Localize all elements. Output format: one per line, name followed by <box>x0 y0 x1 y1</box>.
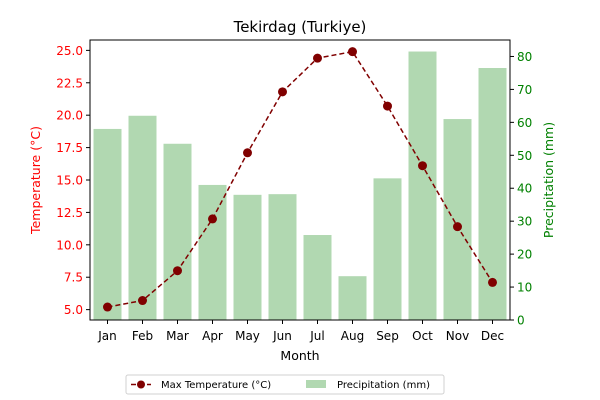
precipitation-bar <box>303 235 332 320</box>
temperature-point <box>418 161 427 171</box>
right-tick-label: 70 <box>517 83 532 97</box>
x-tick-label: Mar <box>166 329 189 343</box>
left-tick-label: 12.5 <box>56 206 83 220</box>
left-axis-label: Temperature (°C) <box>28 126 43 235</box>
right-tick-label: 40 <box>517 182 532 196</box>
x-axis-label: Month <box>280 348 319 363</box>
x-tick-label: Aug <box>341 329 364 343</box>
temperature-point <box>103 302 112 312</box>
right-tick-label: 20 <box>517 248 532 262</box>
temperature-point <box>453 222 462 232</box>
legend-bar-swatch <box>306 380 326 388</box>
temperature-line <box>103 47 497 312</box>
right-tick-label: 10 <box>517 281 532 295</box>
x-tick-label: Feb <box>132 329 153 343</box>
precipitation-bar <box>128 115 157 320</box>
right-tick-label: 0 <box>517 314 525 328</box>
x-tick-label: Jun <box>272 329 292 343</box>
x-tick-label: Sep <box>376 329 399 343</box>
precipitation-bar <box>408 51 437 320</box>
x-tick-label: Jan <box>97 329 117 343</box>
x-axis-ticks: Jan Feb Mar Apr May Jun Jul Aug Sep Oct Nov Dec <box>97 320 504 343</box>
left-tick-label: 17.5 <box>56 141 83 155</box>
x-tick-label: Jul <box>309 329 324 343</box>
temperature-point <box>348 47 357 57</box>
temperature-point <box>278 87 287 97</box>
precipitation-bar <box>338 276 367 320</box>
left-tick-label: 5.0 <box>64 303 83 317</box>
left-tick-label: 22.5 <box>56 76 83 90</box>
temperature-point <box>243 148 252 158</box>
precipitation-bars <box>93 51 507 320</box>
x-tick-label: May <box>235 329 260 343</box>
precipitation-bar <box>373 178 402 320</box>
temperature-point <box>313 53 322 63</box>
x-tick-label: Nov <box>446 329 469 343</box>
x-tick-label: Oct <box>412 329 433 343</box>
left-tick-label: 25.0 <box>56 44 83 58</box>
temperature-point <box>208 214 217 224</box>
temperature-point <box>138 296 147 306</box>
precipitation-bar <box>198 184 227 320</box>
legend: Max Temperature (°C) Precipitation (mm) <box>125 374 445 395</box>
legend-marker-swatch <box>137 380 145 389</box>
left-axis-ticks: 5.0 7.5 10.0 12.5 15.0 17.5 20.0 22.5 25.0 <box>56 44 90 317</box>
temperature-point <box>383 101 392 111</box>
x-tick-label: Apr <box>202 329 223 343</box>
precipitation-bar <box>443 119 472 320</box>
left-tick-label: 10.0 <box>56 238 83 252</box>
right-tick-label: 50 <box>517 149 532 163</box>
temperature-point <box>173 266 182 276</box>
temperature-point <box>488 277 497 287</box>
right-axis-label: Precipitation (mm) <box>541 122 556 238</box>
chart-title: Tekirdag (Turkiye) <box>233 18 367 36</box>
right-axis-ticks: 0 10 20 30 40 50 60 70 80 <box>510 50 532 328</box>
x-tick-label: Dec <box>481 329 504 343</box>
precipitation-bar <box>268 194 297 320</box>
precipitation-bar <box>233 194 262 320</box>
left-tick-label: 20.0 <box>56 109 83 123</box>
right-tick-label: 80 <box>517 50 532 64</box>
left-tick-label: 15.0 <box>56 174 83 188</box>
precipitation-bar <box>163 143 192 320</box>
legend-box <box>125 374 445 395</box>
right-tick-label: 60 <box>517 116 532 130</box>
legend-label-precipitation: Precipitation (mm) <box>337 380 430 391</box>
temperature-series-line <box>107 50 494 308</box>
legend-label-temperature: Max Temperature (°C) <box>161 380 271 391</box>
precipitation-bar <box>93 128 122 320</box>
left-tick-label: 7.5 <box>64 271 83 285</box>
right-tick-label: 30 <box>517 215 532 229</box>
